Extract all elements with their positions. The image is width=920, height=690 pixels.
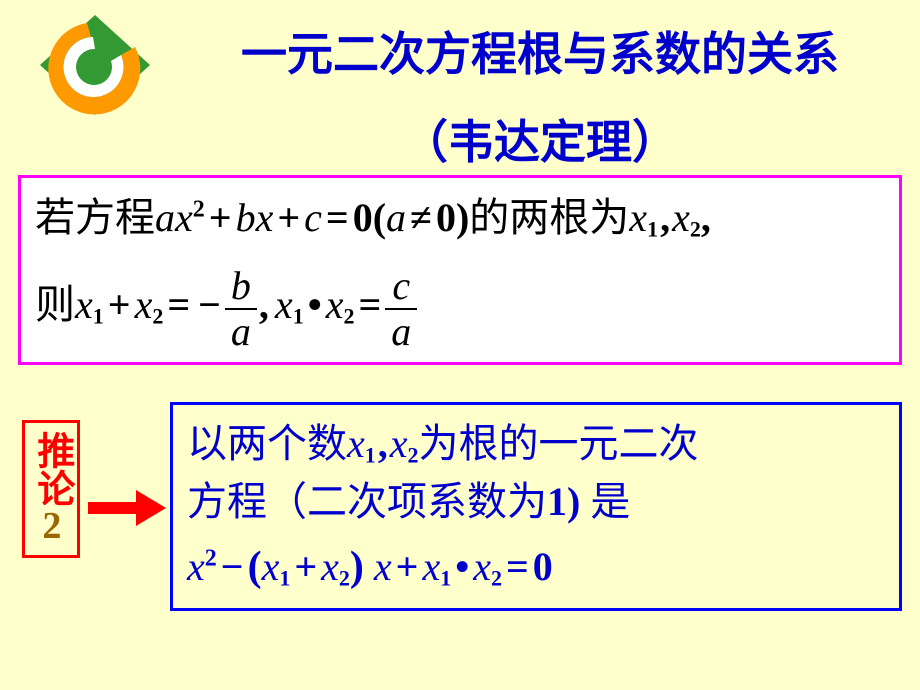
corollary-label: 推论2 [22,420,80,558]
theorem-suffix-1: 的两根为 [469,195,629,240]
corollary-equation: x2−(x1+x2) x+x1•x2=0 [187,537,885,598]
corollary-line-1: 以两个数x1,x2为根的一元二次 [187,415,885,473]
prod-frac-den: a [385,310,417,352]
slide-logo [20,10,170,140]
theorem-box: 若方程ax2+bx+c=0(a≠0)的两根为x1,x2, 则x1+x2=−ba,… [18,175,902,365]
theorem-prefix-2: 则 [35,282,75,327]
title-line-2: （韦达定理） [180,106,900,172]
arrow-icon [88,488,168,528]
sum-frac-num: b [225,266,257,310]
corollary-label-number: 2 [42,507,61,547]
cor-l2b: 是 [580,479,630,524]
cor-l1a: 以两个数 [187,421,347,466]
cor-l2a: 方程（二次项系数为 [187,479,547,524]
prod-frac-num: c [385,266,417,310]
slide-title: 一元二次方程根与系数的关系 （韦达定理） [180,18,900,172]
cor-coef: 1) [547,479,580,524]
theorem-prefix-1: 若方程 [35,195,155,240]
theorem-line-2: 则x1+x2=−ba,x1•x2=ca [35,266,885,352]
corollary-label-text: 推论 [31,431,73,507]
cor-l1b: 为根的一元二次 [419,421,699,466]
title-line-1: 一元二次方程根与系数的关系 [180,18,900,84]
sum-frac-den: a [225,310,257,352]
theorem-line-1: 若方程ax2+bx+c=0(a≠0)的两根为x1,x2, [35,188,885,248]
corollary-box: 以两个数x1,x2为根的一元二次 方程（二次项系数为1) 是 x2−(x1+x2… [170,402,902,611]
corollary-line-2: 方程（二次项系数为1) 是 [187,473,885,531]
